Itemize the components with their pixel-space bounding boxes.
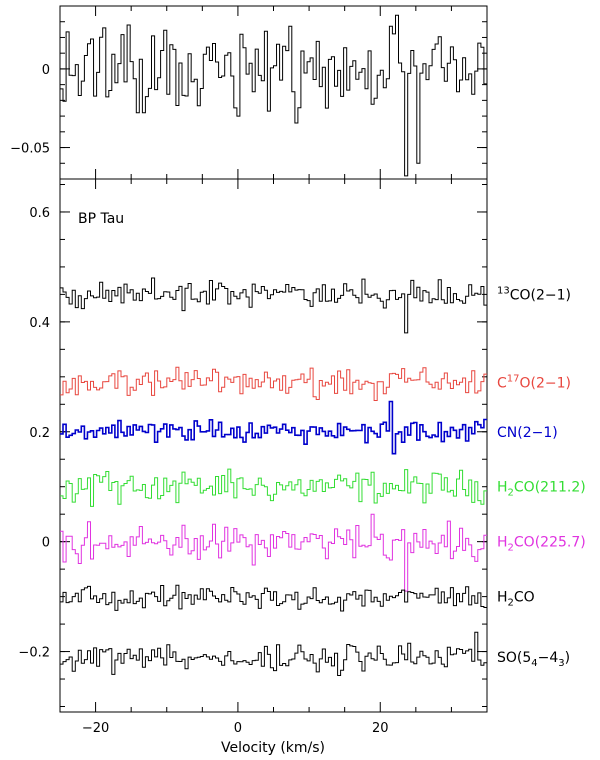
series-label: 13CO(2−1) xyxy=(497,285,571,303)
y-tick-label: 0.4 xyxy=(29,316,50,331)
bottom-panel-series: 13CO(2−1) C17O(2−1) CN(2−1) H2CO(211.2) H2CO… xyxy=(60,277,586,676)
series-label: H2CO xyxy=(497,590,535,609)
series-label: H2CO(225.7) xyxy=(497,535,586,554)
y-tick-label: 0.6 xyxy=(29,206,50,221)
y-tick-label: −0.05 xyxy=(10,142,50,157)
y-tick-label: 0 xyxy=(42,536,50,551)
series-label: C17O(2−1) xyxy=(497,373,571,391)
series-label: H2CO(211.2) xyxy=(497,480,586,499)
series-line xyxy=(60,631,487,676)
y-tick-label: 0.2 xyxy=(29,426,50,441)
series-line xyxy=(60,584,487,612)
x-axis-label: Velocity (km/s) xyxy=(221,740,325,756)
bottom-panel: 0.6 0.4 0.2 0 −0.2 −20 0 20 13CO(2−1) C17O(2−1) C… xyxy=(18,178,586,756)
top-panel-frame xyxy=(59,5,488,180)
series-line xyxy=(60,468,487,507)
series-line xyxy=(60,513,487,592)
bottom-panel-ticks: 0.6 0.4 0.2 0 −0.2 −20 0 20 xyxy=(18,179,487,736)
bp-tau-annotation: BP Tau xyxy=(78,211,124,227)
x-tick-label: 20 xyxy=(372,721,389,736)
series-line xyxy=(60,400,487,455)
x-tick-label: −20 xyxy=(82,721,109,736)
top-panel-ticks: 0 −0.05 xyxy=(10,6,487,180)
y-tick-label: −0.2 xyxy=(18,646,50,661)
x-tick-label: 0 xyxy=(234,721,242,736)
series-label: CN(2−1) xyxy=(497,425,558,441)
series-line xyxy=(60,277,487,334)
series-label: SO(54−43) xyxy=(497,650,570,669)
y-tick-label: 0 xyxy=(42,63,50,78)
bottom-panel-frame xyxy=(59,178,488,713)
top-panel: 0 −0.05 xyxy=(10,5,488,180)
series-line xyxy=(60,366,487,401)
series-line xyxy=(60,14,487,177)
top-panel-series xyxy=(60,14,487,177)
